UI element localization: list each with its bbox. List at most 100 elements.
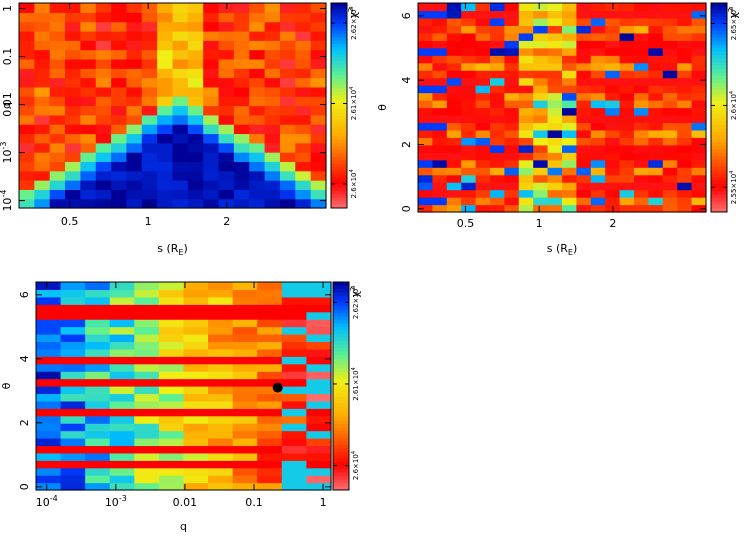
- heatmap-cell: [249, 189, 266, 200]
- heatmap-cell: [547, 137, 563, 146]
- heatmap-cell: [60, 311, 86, 320]
- heatmap-cell: [547, 174, 563, 183]
- heatmap-cell: [562, 174, 577, 183]
- heatmap-cell: [576, 40, 592, 49]
- heatmap-cell: [475, 62, 491, 71]
- heatmap-cell: [590, 159, 606, 168]
- heatmap-cell: [65, 58, 81, 69]
- heatmap-cell: [34, 133, 51, 144]
- heatmap-cell: [533, 129, 549, 138]
- heatmap-cell: [576, 182, 592, 191]
- colorbar-segment: [711, 131, 727, 136]
- heatmap-cell: [264, 133, 281, 144]
- heatmap-cell: [218, 30, 235, 41]
- colorbar-label: χ2: [349, 287, 362, 298]
- colorbar-segment: [711, 20, 727, 25]
- heatmap-cell: [619, 204, 635, 213]
- heatmap-cell: [34, 40, 51, 51]
- heatmap-cell: [432, 197, 448, 206]
- colorbar-segment: [331, 156, 347, 161]
- heatmap-cell: [306, 304, 332, 313]
- colorbar-segment: [331, 108, 347, 113]
- heatmap-cell: [158, 348, 185, 357]
- colorbar-segment: [333, 295, 349, 300]
- heatmap-cell: [281, 393, 308, 402]
- y-axis-label: q: [0, 102, 13, 109]
- x-tick-label: 1: [320, 496, 327, 509]
- colorbar-segment: [331, 143, 347, 147]
- heatmap-cell: [605, 107, 621, 116]
- heatmap-cell: [34, 198, 51, 209]
- heatmap-cell: [80, 124, 97, 135]
- heatmap-cell: [134, 371, 160, 380]
- heatmap-cell: [310, 114, 327, 125]
- heatmap-cell: [691, 10, 707, 19]
- heatmap-cell: [461, 189, 477, 198]
- heatmap-cell: [533, 92, 549, 101]
- heatmap-cell: [257, 452, 283, 461]
- heatmap-cell: [461, 167, 477, 176]
- heatmap-cell: [446, 182, 462, 191]
- heatmap-cell: [281, 341, 308, 350]
- heatmap-cell: [634, 85, 649, 94]
- heatmap-cell: [648, 70, 664, 79]
- colorbar-segment: [711, 117, 727, 122]
- heatmap-cell: [432, 70, 448, 79]
- colorbar-segment: [333, 403, 349, 408]
- heatmap-cell: [490, 167, 505, 176]
- colorbar-segment: [331, 71, 347, 76]
- heatmap-cell: [109, 311, 135, 320]
- heatmap-cell: [634, 25, 649, 34]
- heatmap-cell: [475, 197, 491, 206]
- heatmap-cell: [111, 152, 128, 163]
- heatmap-cell: [49, 161, 66, 172]
- heatmap-cell: [677, 197, 693, 206]
- heatmap-cell: [111, 114, 128, 125]
- heatmap-cell: [279, 86, 296, 97]
- heatmap-cell: [691, 25, 707, 34]
- heatmap-cell: [461, 100, 477, 109]
- colorbar-segment: [333, 410, 349, 415]
- heatmap-cell: [36, 430, 62, 439]
- x-axis-label-sub: E: [178, 248, 183, 257]
- heatmap-cell: [19, 142, 35, 153]
- heatmap-cell: [34, 68, 51, 79]
- heatmap-cell: [306, 423, 332, 432]
- heatmap-cell: [547, 189, 563, 198]
- heatmap-cell: [65, 180, 81, 190]
- heatmap-cell: [203, 142, 220, 153]
- heatmap-cell: [172, 180, 189, 190]
- heatmap-cell: [126, 133, 143, 144]
- heatmap-cell: [279, 12, 296, 23]
- heatmap-cell: [691, 47, 707, 56]
- heatmap-cell: [518, 167, 534, 176]
- colorbar-tick-exponent: 4: [351, 286, 357, 289]
- heatmap-cell: [504, 197, 520, 206]
- colorbar-segment: [711, 198, 727, 203]
- heatmap-cell: [547, 55, 563, 64]
- heatmap-cell: [208, 348, 234, 357]
- colorbar-segment: [333, 441, 349, 446]
- heatmap-cell: [533, 122, 549, 131]
- heatmap-cell: [249, 77, 266, 88]
- heatmap-cell: [605, 174, 621, 183]
- heatmap-cell: [295, 170, 312, 181]
- colorbar-segment: [331, 105, 347, 110]
- heatmap-cell: [295, 49, 312, 60]
- heatmap-cell: [475, 167, 491, 176]
- heatmap-cell: [562, 152, 577, 161]
- heatmap-cell: [310, 124, 327, 135]
- heatmap-cell: [60, 348, 86, 357]
- heatmap-cell: [157, 170, 174, 181]
- colorbar-segment: [331, 61, 347, 65]
- colorbar-segment: [711, 107, 727, 112]
- heatmap-cell: [677, 32, 693, 41]
- colorbar-segment: [333, 451, 349, 456]
- colorbar-segment: [331, 33, 347, 38]
- heatmap-cell: [218, 114, 235, 125]
- heatmap-cell: [619, 137, 635, 146]
- heatmap-cell: [562, 85, 577, 94]
- heatmap-cell: [662, 85, 678, 94]
- heatmap-cell: [60, 460, 86, 469]
- heatmap-cell: [418, 167, 433, 176]
